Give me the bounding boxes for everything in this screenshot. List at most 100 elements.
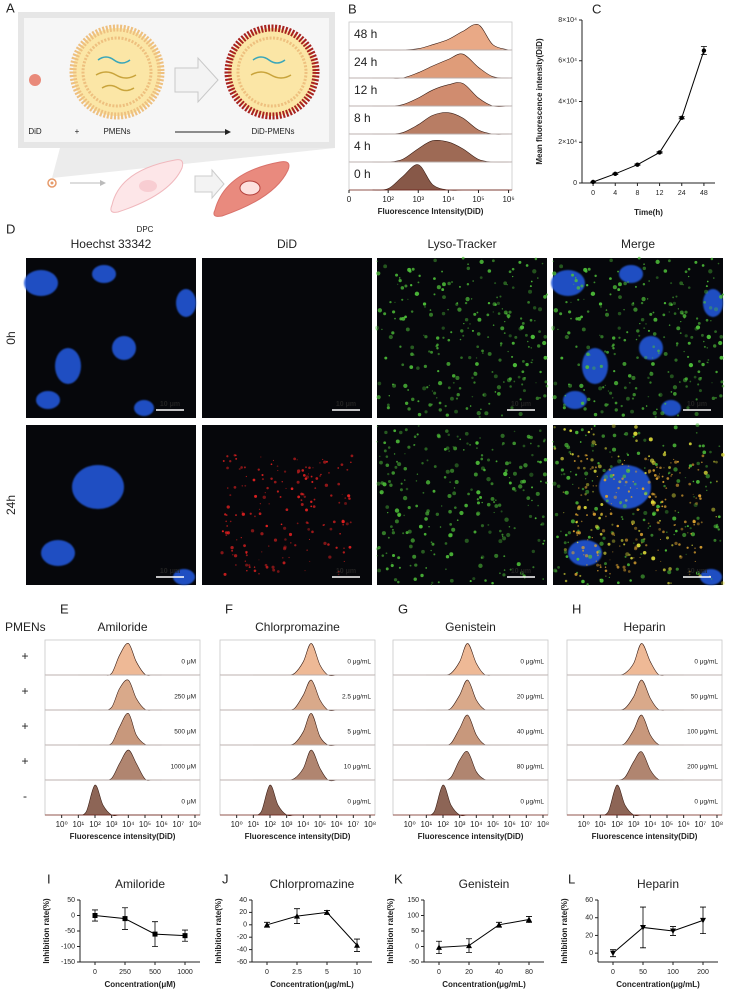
track-label: 8 h xyxy=(354,111,371,125)
did-signal xyxy=(609,572,611,575)
lysosome xyxy=(655,276,659,280)
lysosome xyxy=(672,443,677,448)
did-signal xyxy=(337,573,340,576)
lysosome xyxy=(682,314,687,318)
did-signal xyxy=(266,486,269,490)
did-signal xyxy=(232,554,234,556)
lysosome xyxy=(576,286,581,290)
y-axis-label: Inhibition rate(%) xyxy=(42,898,51,964)
x-tick-label: 200 xyxy=(697,969,709,976)
lysosome xyxy=(385,567,389,571)
lysosome xyxy=(500,433,505,438)
lysosome xyxy=(402,532,405,535)
did-signal xyxy=(262,495,266,500)
lysosome xyxy=(541,515,545,519)
did-signal xyxy=(233,485,237,489)
nucleus xyxy=(239,180,261,196)
lysosome xyxy=(618,336,621,339)
lysosome xyxy=(435,512,440,517)
lysosome xyxy=(649,525,651,527)
lysosome xyxy=(673,425,678,430)
nucleus xyxy=(176,289,196,317)
lysosome xyxy=(527,300,530,304)
did-signal xyxy=(656,466,658,469)
marker xyxy=(436,944,442,950)
lysosome xyxy=(583,389,586,391)
lysosome xyxy=(568,310,572,314)
did-signal xyxy=(310,500,313,504)
lysosome xyxy=(505,461,509,466)
micrograph-content xyxy=(220,454,354,576)
did-signal xyxy=(346,468,349,471)
lysosome xyxy=(425,567,428,569)
lysosome xyxy=(560,356,564,360)
lysosome xyxy=(447,308,449,311)
lysosome xyxy=(721,293,724,296)
did-signal xyxy=(260,456,262,458)
did-signal xyxy=(655,477,659,480)
chart-title: Heparin xyxy=(623,620,665,634)
lysosome xyxy=(644,467,646,469)
lysosome xyxy=(598,302,603,306)
nucleus xyxy=(599,465,651,509)
lysosome xyxy=(394,301,396,304)
lysosome xyxy=(501,535,504,537)
lysosome xyxy=(522,444,526,448)
x-tick-label: 10⁰ xyxy=(56,820,68,829)
lysosome xyxy=(605,312,610,317)
lysosome xyxy=(564,533,568,537)
x-tick-label: 2.5 xyxy=(292,969,302,976)
lysosome xyxy=(514,335,518,339)
lysosome xyxy=(507,350,509,353)
did-signal xyxy=(662,480,665,483)
did-signal xyxy=(229,494,232,497)
lysosome xyxy=(451,374,456,378)
lysosome xyxy=(714,330,717,334)
lysosome xyxy=(620,515,623,519)
lysosome xyxy=(426,459,429,462)
lysosome xyxy=(543,355,548,360)
did-signal xyxy=(223,572,227,576)
did-signal xyxy=(670,462,672,464)
lysosome xyxy=(630,409,634,414)
lysosome xyxy=(433,258,437,263)
lysosome xyxy=(389,300,392,304)
lysosome xyxy=(706,280,709,283)
lysosome xyxy=(704,289,709,294)
lysosome xyxy=(554,569,558,573)
marker xyxy=(526,916,532,923)
lysosome xyxy=(445,568,447,571)
lysosome xyxy=(672,385,678,390)
lysosome xyxy=(446,361,451,366)
track-label: 0 μg/mL xyxy=(694,798,718,805)
lysosome xyxy=(617,311,622,316)
lysosome xyxy=(632,302,635,305)
lysosome xyxy=(393,578,398,582)
lysosome xyxy=(603,474,609,480)
lysosome xyxy=(551,328,555,331)
marker xyxy=(92,913,98,918)
lysosome xyxy=(390,525,393,528)
lysosome xyxy=(471,376,474,380)
lysosome xyxy=(539,480,542,483)
lysosome xyxy=(508,310,512,314)
nanoparticle-core xyxy=(50,181,54,185)
nucleus xyxy=(55,348,81,384)
lysosome xyxy=(575,345,578,348)
did-signal xyxy=(695,501,699,505)
lysosome xyxy=(476,501,481,505)
lysosome xyxy=(410,352,414,356)
lysosome xyxy=(521,383,524,386)
lysosome xyxy=(498,539,503,544)
did-signal xyxy=(575,513,578,516)
did-signal xyxy=(268,545,270,547)
lysosome xyxy=(684,310,688,314)
lysosome xyxy=(587,535,591,539)
lysosome xyxy=(527,504,530,507)
lysosome xyxy=(673,533,675,536)
lysosome xyxy=(387,446,391,449)
did-signal xyxy=(679,555,683,559)
lysosome xyxy=(476,311,479,314)
lysosome xyxy=(522,489,525,492)
lysosome xyxy=(376,271,381,276)
